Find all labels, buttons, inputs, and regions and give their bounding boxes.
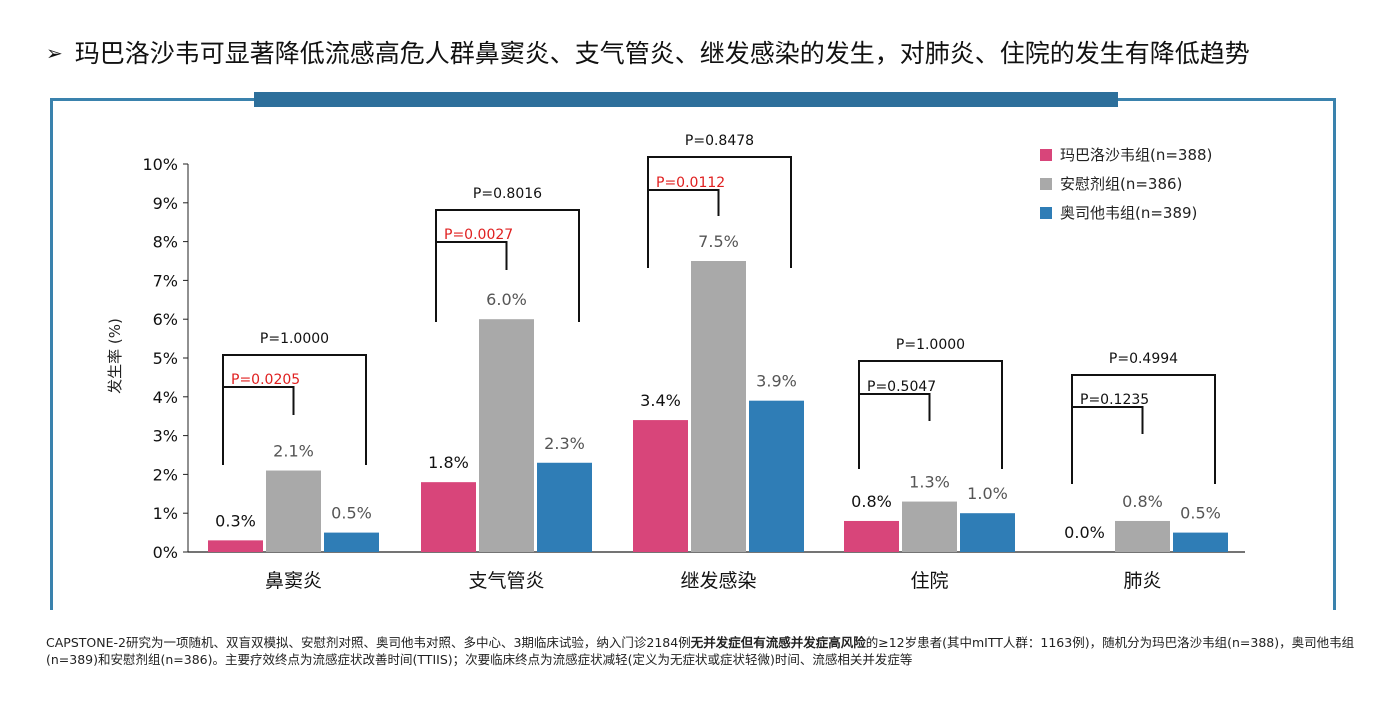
legend-label-oseltamivir: 奥司他韦组(n=389) [1060, 204, 1198, 222]
y-tick-label: 8% [153, 233, 178, 252]
p-bracket-inner [648, 189, 720, 216]
legend-swatch-baloxavir [1040, 148, 1052, 161]
p-bracket-inner [436, 241, 508, 270]
bar-baloxavir [421, 482, 476, 552]
bar-placebo [691, 261, 746, 552]
y-tick-label: 3% [153, 427, 178, 446]
category-label: 住院 [910, 570, 948, 592]
y-tick-label: 10% [142, 155, 178, 174]
bar-oseltamivir [749, 400, 804, 552]
p-value-label-placebo: P=0.5047 [867, 379, 936, 395]
y-tick-label: 7% [153, 271, 178, 290]
data-label-oseltamivir: 2.3% [544, 434, 585, 453]
data-label-oseltamivir: 3.9% [756, 372, 797, 391]
data-label-baloxavir: 1.8% [428, 453, 469, 472]
category-label: 支气管炎 [468, 570, 544, 592]
y-tick-label: 0% [153, 543, 178, 562]
p-bracket-outer [435, 209, 580, 322]
p-bracket-outer [1071, 374, 1216, 484]
p-value-label-oseltamivir: P=1.0000 [896, 337, 965, 353]
bar-oseltamivir [960, 513, 1015, 552]
data-label-placebo: 6.0% [486, 290, 527, 309]
p-bracket-inner [859, 393, 931, 421]
data-label-baloxavir: 0.8% [851, 492, 892, 511]
y-tick-label: 9% [153, 194, 178, 213]
y-tick-label: 6% [153, 310, 178, 329]
legend-item-oseltamivir: 奥司他韦组(n=389) [1040, 198, 1212, 227]
legend-swatch-oseltamivir [1040, 206, 1052, 219]
p-value-label-placebo: P=0.0112 [656, 175, 725, 191]
bar-placebo [1115, 520, 1170, 552]
p-value-label-oseltamivir: P=0.8016 [473, 186, 542, 202]
p-value-label-placebo: P=0.0205 [231, 372, 300, 388]
legend-swatch-placebo [1040, 177, 1052, 190]
p-bracket-inner [1072, 406, 1144, 434]
data-label-placebo: 2.1% [273, 442, 314, 461]
p-value-label-oseltamivir: P=1.0000 [260, 331, 329, 347]
category-label: 继发感染 [680, 570, 756, 592]
data-label-baloxavir: 3.4% [640, 391, 681, 410]
category-label: 鼻窦炎 [265, 570, 322, 592]
p-bracket-outer [647, 156, 792, 268]
arrow-bullet-icon: ➢ [46, 41, 63, 65]
category-label: 肺炎 [1123, 570, 1161, 592]
data-label-oseltamivir: 0.5% [331, 504, 372, 523]
bar-baloxavir [208, 540, 263, 552]
p-bracket-inner [223, 386, 295, 415]
p-value-label-oseltamivir: P=0.4994 [1109, 351, 1178, 367]
y-axis-title: 发生率 (%) [106, 318, 124, 394]
bar-placebo [902, 501, 957, 552]
legend-item-baloxavir: 玛巴洛沙韦组(n=388) [1040, 140, 1212, 169]
legend-item-placebo: 安慰剂组(n=386) [1040, 169, 1212, 198]
chart-legend: 玛巴洛沙韦组(n=388) 安慰剂组(n=386) 奥司他韦组(n=389) [1040, 140, 1212, 227]
headline-text: 玛巴洛沙韦可显著降低流感高危人群鼻窦炎、支气管炎、继发感染的发生，对肺炎、住院的… [74, 39, 1250, 68]
y-tick-label: 2% [153, 465, 178, 484]
footnote-part2: 的≥12岁患者(其中mITT人群：1163例)，随机分为玛巴洛沙韦组(n=388… [46, 635, 1355, 667]
study-footnote: CAPSTONE-2研究为一项随机、双盲双模拟、安慰剂对照、奥司他韦对照、多中心… [46, 634, 1356, 668]
data-label-placebo: 1.3% [909, 473, 950, 492]
data-label-baloxavir: 0.3% [215, 511, 256, 530]
p-value-label-placebo: P=0.1235 [1080, 392, 1149, 408]
bar-placebo [266, 470, 321, 552]
frame-top-accent-bar [254, 92, 1118, 107]
y-tick-label: 1% [153, 504, 178, 523]
footnote-part1: CAPSTONE-2研究为一项随机、双盲双模拟、安慰剂对照、奥司他韦对照、多中心… [46, 635, 691, 650]
legend-label-placebo: 安慰剂组(n=386) [1060, 175, 1183, 193]
legend-label-baloxavir: 玛巴洛沙韦组(n=388) [1060, 146, 1213, 164]
p-bracket-outer [222, 354, 367, 465]
y-tick-label: 5% [153, 349, 178, 368]
p-bracket-outer [858, 360, 1003, 469]
data-label-placebo: 7.5% [698, 232, 739, 251]
p-value-label-oseltamivir: P=0.8478 [685, 133, 754, 149]
data-label-oseltamivir: 1.0% [967, 484, 1008, 503]
bar-oseltamivir [537, 462, 592, 552]
data-label-placebo: 0.8% [1122, 492, 1163, 511]
bar-baloxavir [633, 420, 688, 552]
bar-oseltamivir [324, 532, 379, 552]
page-headline: ➢ 玛巴洛沙韦可显著降低流感高危人群鼻窦炎、支气管炎、继发感染的发生，对肺炎、住院… [46, 36, 1366, 71]
y-tick-label: 4% [153, 388, 178, 407]
bar-oseltamivir [1173, 532, 1228, 552]
footnote-bold: 无并发症但有流感并发症高风险 [690, 635, 866, 650]
data-label-oseltamivir: 0.5% [1180, 504, 1221, 523]
data-label-baloxavir: 0.0% [1064, 523, 1105, 542]
p-value-label-placebo: P=0.0027 [444, 227, 513, 243]
bar-placebo [479, 319, 534, 552]
bar-baloxavir [844, 520, 899, 552]
